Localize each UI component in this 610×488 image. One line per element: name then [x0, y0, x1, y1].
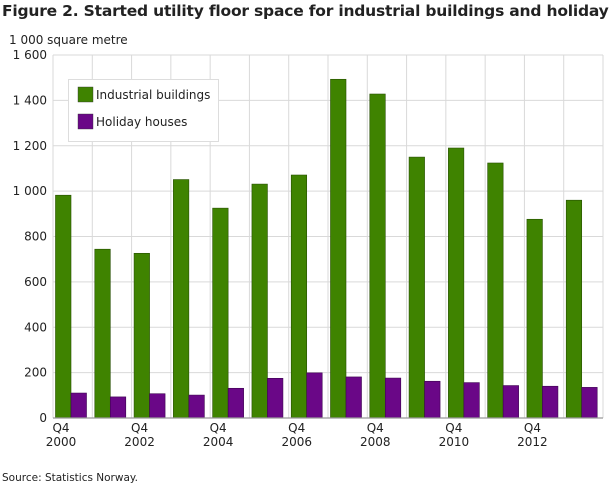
- bar-holiday-houses: [149, 393, 166, 419]
- x-tick-label: Q4: [288, 421, 305, 435]
- x-tick-label: Q4: [131, 421, 148, 435]
- bar-industrial-buildings: [133, 252, 150, 419]
- bar-holiday-houses: [267, 377, 284, 419]
- bar-industrial-buildings: [408, 156, 425, 419]
- x-tick-label: Q4: [210, 421, 227, 435]
- x-tick-label: Q4: [524, 421, 541, 435]
- bar-holiday-houses: [502, 385, 519, 419]
- x-tick-label: 2004: [203, 435, 234, 449]
- bar-industrial-buildings: [251, 183, 268, 419]
- bar-industrial-buildings: [94, 248, 111, 419]
- x-tick-label: Q4: [445, 421, 462, 435]
- y-tick-label: 200: [24, 366, 47, 380]
- y-tick-label: 0: [39, 411, 47, 425]
- x-tick-label: 2002: [124, 435, 155, 449]
- bar-holiday-houses: [306, 372, 323, 419]
- bar-holiday-houses: [345, 376, 362, 419]
- x-tick-label: Q4: [367, 421, 384, 435]
- bar-holiday-houses: [384, 377, 402, 419]
- x-tick-label: 2006: [281, 435, 312, 449]
- bar-holiday-houses: [188, 394, 205, 419]
- bar-industrial-buildings: [448, 147, 465, 419]
- y-tick-label: 1 000: [13, 184, 47, 198]
- bar-industrial-buildings: [526, 218, 543, 419]
- bar-holiday-houses: [424, 380, 441, 419]
- bar-holiday-houses: [581, 387, 598, 419]
- bar-industrial-buildings: [290, 174, 308, 419]
- bar-holiday-houses: [109, 396, 127, 419]
- bar-holiday-houses: [70, 392, 87, 419]
- y-axis-label: 1 000 square metre: [9, 33, 128, 47]
- x-tick-label: 2012: [517, 435, 548, 449]
- legend-box: [68, 79, 219, 142]
- x-tick-label: 2010: [439, 435, 470, 449]
- y-tick-label: 600: [24, 275, 47, 289]
- y-tick-label: 800: [24, 230, 47, 244]
- chart-title: Figure 2. Started utility floor space fo…: [2, 2, 610, 20]
- source-note: Source: Statistics Norway.: [2, 472, 138, 484]
- bar-industrial-buildings: [55, 194, 72, 419]
- y-tick-label: 400: [24, 320, 47, 334]
- x-tick-label: 2000: [46, 435, 77, 449]
- bar-holiday-houses: [227, 387, 244, 419]
- bar-industrial-buildings: [330, 78, 347, 419]
- y-tick-label: 1 400: [13, 93, 47, 107]
- x-tick-label: 2008: [360, 435, 391, 449]
- bar-industrial-buildings: [212, 207, 229, 419]
- legend-label: Industrial buildings: [96, 88, 210, 102]
- x-tick-label: Q4: [52, 421, 69, 435]
- bar-holiday-houses: [542, 385, 559, 419]
- legend-label: Holiday houses: [96, 115, 187, 129]
- legend-swatch: [77, 86, 94, 103]
- y-tick-label: 1 600: [13, 48, 47, 62]
- bar-industrial-buildings: [173, 179, 190, 419]
- bar-industrial-buildings: [565, 199, 583, 419]
- legend-swatch: [77, 113, 94, 130]
- y-tick-label: 1 200: [13, 139, 47, 153]
- bar-industrial-buildings: [487, 162, 504, 419]
- bar-holiday-houses: [463, 382, 480, 419]
- bar-industrial-buildings: [369, 93, 386, 419]
